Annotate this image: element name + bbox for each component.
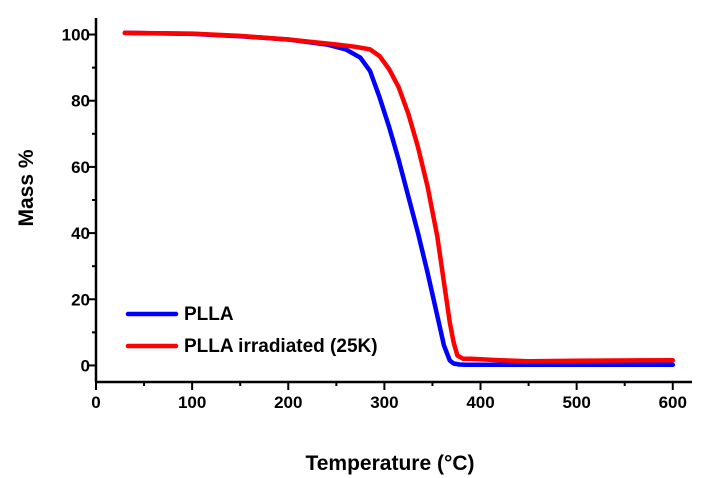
legend-label: PLLA bbox=[184, 304, 234, 325]
x-tick-label: 600 bbox=[659, 393, 687, 412]
series-line-plla-irradiated bbox=[122, 30, 676, 364]
y-tick-label: 0 bbox=[81, 356, 90, 375]
x-tick-label: 0 bbox=[91, 393, 100, 412]
series-layer bbox=[122, 30, 676, 368]
legend: PLLA PLLA irradiated (25K) bbox=[125, 304, 378, 357]
axes: 0 100 200 300 400 500 600 0 20 40 60 80 100 bbox=[62, 18, 692, 412]
x-tick-label: 500 bbox=[562, 393, 590, 412]
x-tick-label: 100 bbox=[178, 393, 206, 412]
y-axis-title: Mass % bbox=[15, 149, 38, 226]
y-tick-label: 80 bbox=[71, 92, 90, 111]
y-tick-label: 100 bbox=[62, 26, 90, 45]
legend-label: PLLA irradiated (25K) bbox=[184, 336, 378, 357]
x-tick-label: 200 bbox=[274, 393, 302, 412]
y-tick-label: 40 bbox=[71, 224, 90, 243]
x-tick-label: 400 bbox=[466, 393, 494, 412]
y-tick-label: 60 bbox=[71, 158, 90, 177]
x-axis-title: Temperature (°C) bbox=[305, 452, 474, 475]
y-tick-label: 20 bbox=[71, 290, 90, 309]
x-tick-label: 300 bbox=[370, 393, 398, 412]
